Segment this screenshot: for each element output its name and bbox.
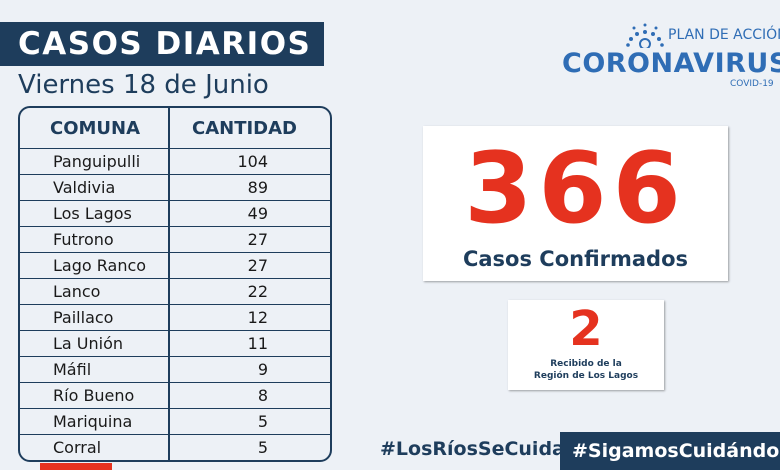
comuna-cell: La Unión [53,334,124,353]
received-label-line1: Recibido de la [550,359,622,369]
header-cantidad: CANTIDAD [192,118,297,139]
hashtag-sigamos: #SigamosCuidándonos [560,432,780,470]
table-row: Panguipulli 104 [20,148,330,174]
cantidad-cell: 27 [247,230,268,249]
confirmed-cases-card: 366 Casos Confirmados [423,126,728,281]
logo-coronavirus-text: CORONAVIRUS [562,48,780,79]
table-row: Corral 5 [20,434,330,460]
table-row: Lanco 22 [20,278,330,304]
received-cases-number: 2 [569,301,603,357]
table-row: La Unión 11 [20,330,330,356]
comuna-cell: Lago Ranco [53,256,147,275]
cantidad-cell: 27 [247,256,268,275]
page-title: CASOS DIARIOS [0,22,324,66]
table-body: Panguipulli 104 Valdivia 89 Los Lagos 49 Fu… [20,148,330,460]
coronavirus-logo: PLAN DE ACCIÓN CORONAVIRUS COVID-19 [560,22,780,92]
comuna-cell: Valdivia [53,178,116,197]
logo-covid-text: COVID-19 [730,79,774,89]
cantidad-cell: 8 [257,386,268,405]
received-cases-label: Recibido de la Región de Los Lagos [508,358,664,382]
table-row: Paillaco 12 [20,304,330,330]
comuna-cell: Paillaco [53,308,114,327]
comuna-cell: Lanco [53,282,101,301]
logo-plan-text: PLAN DE ACCIÓN [668,27,780,43]
comuna-cell: Mariquina [53,412,133,431]
comuna-cell: Futrono [53,230,114,249]
sun-rays-icon [626,23,664,48]
cantidad-cell: 22 [247,282,268,301]
cantidad-cell: 104 [237,152,268,171]
table-row: Río Bueno 8 [20,382,330,408]
cantidad-cell: 11 [247,334,268,353]
table-row: Valdivia 89 [20,174,330,200]
table-row: Futrono 27 [20,226,330,252]
confirmed-cases-label: Casos Confirmados [462,247,689,271]
cantidad-cell: 12 [247,308,268,327]
cantidad-cell: 5 [257,438,268,457]
cantidad-cell: 9 [257,360,268,379]
comuna-cell: Panguipulli [53,152,141,171]
table-row: Los Lagos 49 [20,200,330,226]
column-divider [168,108,170,460]
comuna-cell: Los Lagos [53,204,132,223]
received-cases-card: 2 Recibido de la Región de Los Lagos [508,300,664,390]
comuna-cell: Corral [53,438,102,457]
table-row: Mariquina 5 [20,408,330,434]
table-row: Lago Ranco 27 [20,252,330,278]
date-subtitle: Viernes 18 de Junio [18,70,269,100]
cases-table: COMUNA CANTIDAD Panguipulli 104 Valdivia 8… [18,106,332,462]
cantidad-cell: 5 [257,412,268,431]
confirmed-cases-number: 366 [464,132,687,246]
received-label-line2: Región de Los Lagos [533,371,639,381]
table-header: COMUNA CANTIDAD [20,108,330,148]
cantidad-cell: 49 [247,204,268,223]
comuna-cell: Río Bueno [53,386,135,405]
red-accent-strip [40,463,112,470]
table-row: Máfil 9 [20,356,330,382]
comuna-cell: Máfil [53,360,92,379]
hashtag-los-rios: #LosRíosSeCuida [380,438,565,460]
cantidad-cell: 89 [247,178,268,197]
header-comuna: COMUNA [50,118,141,139]
